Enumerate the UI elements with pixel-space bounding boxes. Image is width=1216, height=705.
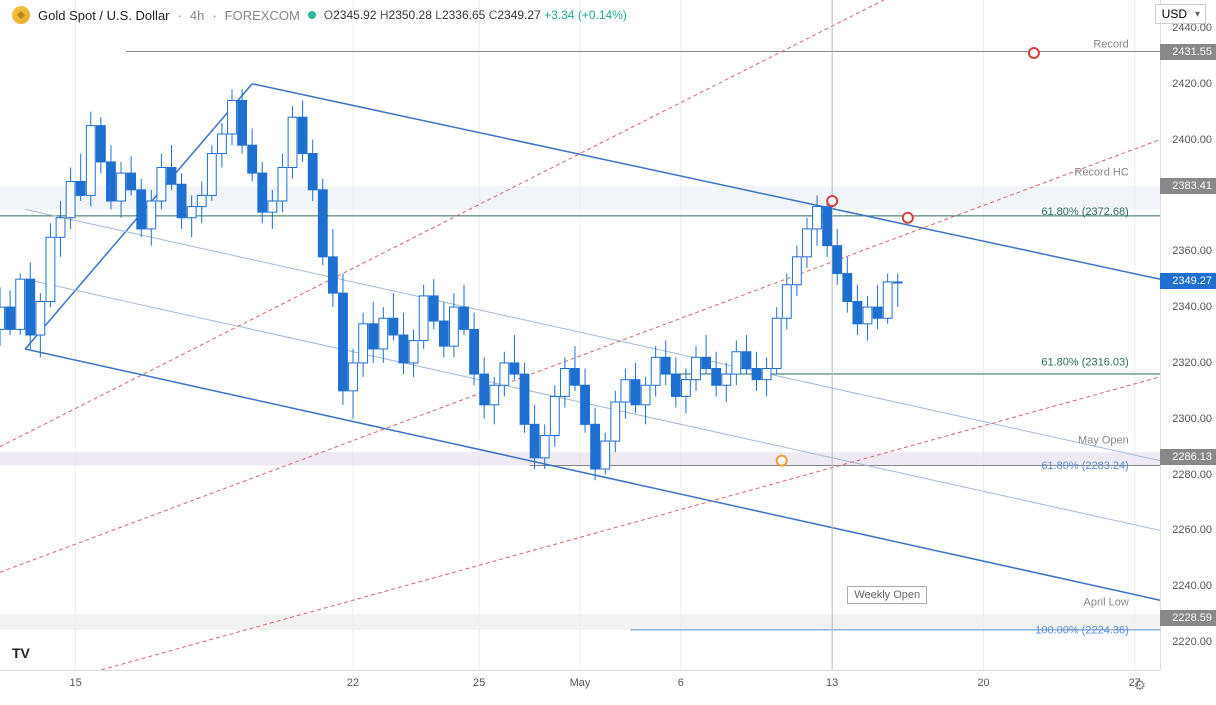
y-tick: 2420.00 — [1172, 78, 1212, 90]
y-tick: 2260.00 — [1172, 524, 1212, 536]
sep: · — [178, 8, 182, 23]
y-tick: 2240.00 — [1172, 580, 1212, 592]
x-tick: 15 — [70, 677, 82, 689]
y-tick: 2360.00 — [1172, 245, 1212, 257]
y-axis[interactable]: 2220.00 2240.00 2260.00 2280.00 2300.00 2320.… — [1160, 0, 1216, 670]
sep: · — [212, 8, 216, 23]
y-tick: 2280.00 — [1172, 469, 1212, 481]
chart-header: Gold Spot / U.S. Dollar · 4h · FOREXCOM … — [12, 6, 627, 24]
provider-label: FOREXCOM — [225, 8, 300, 23]
x-tick: 20 — [977, 677, 989, 689]
svg-text:Record HC: Record HC — [1074, 167, 1128, 179]
y-tick: 2220.00 — [1172, 636, 1212, 648]
price-label: 2431.55 — [1160, 44, 1216, 60]
svg-text:61.80% (2372.68): 61.80% (2372.68) — [1041, 206, 1128, 218]
x-tick: 25 — [473, 677, 485, 689]
price-label: 2349.27 — [1160, 273, 1216, 289]
symbol-title[interactable]: Gold Spot / U.S. Dollar — [38, 8, 170, 23]
svg-text:May Open: May Open — [1078, 435, 1129, 447]
svg-text:61.80% (2283.24): 61.80% (2283.24) — [1041, 460, 1128, 472]
price-label: 2228.59 — [1160, 610, 1216, 626]
chart-container: Gold Spot / U.S. Dollar · 4h · FOREXCOM … — [0, 0, 1216, 705]
svg-text:100.00% (2224.36): 100.00% (2224.36) — [1035, 625, 1129, 637]
status-dot-icon — [308, 11, 316, 19]
x-axis[interactable]: ⚙ 152225May6132027 — [0, 670, 1160, 705]
tradingview-logo[interactable]: TV — [12, 645, 30, 661]
x-tick: May — [570, 677, 591, 689]
x-tick: 6 — [678, 677, 684, 689]
x-tick: 27 — [1129, 677, 1141, 689]
y-tick: 2340.00 — [1172, 301, 1212, 313]
chart-plot[interactable]: Record Record HC 61.80% (2372.68) 61.80% (2… — [0, 0, 1160, 670]
x-tick: 22 — [347, 677, 359, 689]
x-tick: 13 — [826, 677, 838, 689]
ohlc-readout: O2345.92 H2350.28 L2336.65 C2349.27 +3.3… — [324, 8, 627, 22]
price-label: 2286.13 — [1160, 449, 1216, 465]
svg-text:61.80% (2316.03): 61.80% (2316.03) — [1041, 357, 1128, 369]
y-tick: 2400.00 — [1172, 134, 1212, 146]
interval-label[interactable]: 4h — [190, 8, 204, 23]
price-label: 2383.41 — [1160, 178, 1216, 194]
svg-text:April Low: April Low — [1084, 597, 1129, 609]
weekly-open-label: Weekly Open — [847, 586, 927, 604]
y-tick: 2300.00 — [1172, 413, 1212, 425]
currency-value: USD — [1162, 7, 1187, 21]
svg-text:Record: Record — [1093, 38, 1128, 50]
chevron-down-icon: ▾ — [1195, 9, 1200, 20]
y-tick: 2320.00 — [1172, 357, 1212, 369]
symbol-icon — [12, 6, 30, 24]
